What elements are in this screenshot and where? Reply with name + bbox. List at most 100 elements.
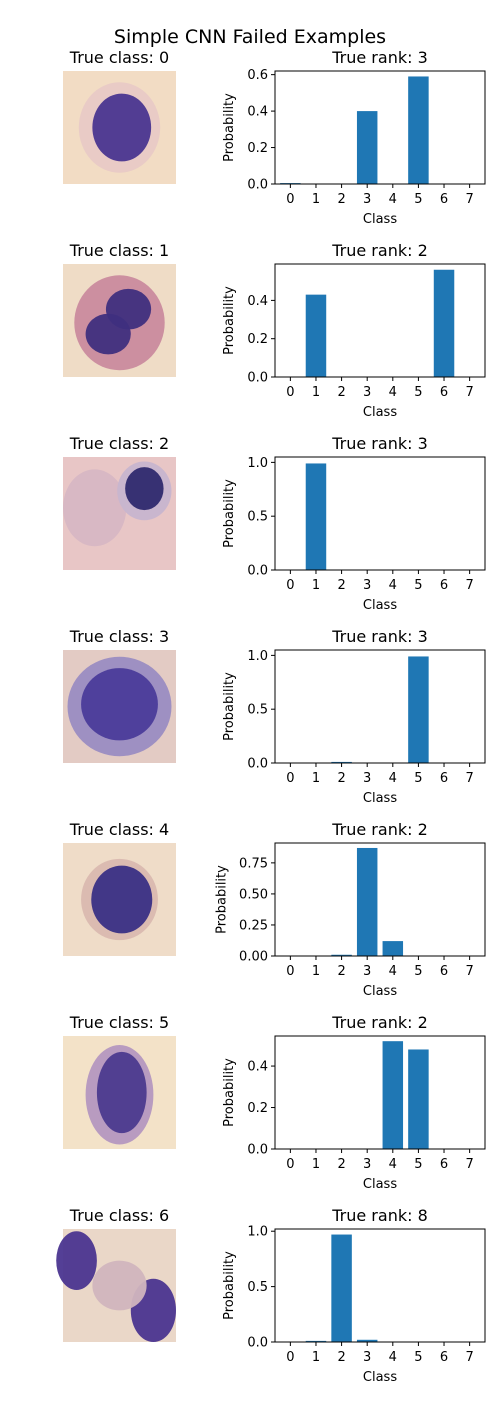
chart-frame [274, 1035, 486, 1150]
cell-image [63, 264, 176, 377]
x-tick-label: 4 [389, 1350, 397, 1365]
y-tick-label: 0.0 [247, 1336, 268, 1351]
x-tick-label: 2 [337, 385, 345, 400]
x-tick-label: 5 [414, 385, 422, 400]
chart-frame [274, 70, 486, 185]
cell-image [63, 650, 176, 763]
y-axis-label: Probability [222, 1058, 237, 1127]
x-tick-label: 2 [337, 578, 345, 593]
x-tick-label: 1 [312, 1157, 320, 1172]
x-axis-label: Class [363, 212, 397, 227]
x-tick-label: 2 [337, 1350, 345, 1365]
y-axis-label: Probability [222, 286, 237, 355]
bar-class-5 [408, 1049, 429, 1149]
x-axis-label: Class [363, 405, 397, 420]
bar-class-1 [305, 294, 327, 377]
bar-class-6 [433, 269, 455, 377]
bar-class-1 [305, 1340, 327, 1342]
row-0: True class: 0 True rank: 3 0 1 2 3 4 5 6 7 0.0 0.2 0… [63, 48, 486, 227]
image-title: True class: 3 [69, 627, 169, 646]
image-title: True class: 6 [69, 1206, 169, 1225]
chart-title: True rank: 8 [331, 1206, 428, 1225]
x-tick-label: 5 [414, 771, 422, 786]
x-tick-label: 1 [312, 578, 320, 593]
x-tick-label: 4 [389, 385, 397, 400]
chart-title: True rank: 3 [331, 627, 428, 646]
bar-class-5 [408, 76, 429, 184]
x-tick-label: 2 [337, 192, 345, 207]
x-tick-label: 2 [337, 1157, 345, 1172]
y-tick-label: 0.2 [247, 332, 268, 347]
x-tick-label: 4 [389, 578, 397, 593]
x-tick-label: 3 [363, 192, 371, 207]
cell-image [56, 1229, 176, 1342]
cell-shape [63, 469, 127, 547]
row-1: True class: 1 True rank: 2 0 1 2 3 4 5 6 7 0.0 0.2 0… [63, 241, 486, 420]
y-axis-label: Probability [222, 1251, 237, 1320]
x-tick-label: 3 [363, 1350, 371, 1365]
chart-title: True rank: 2 [331, 1013, 428, 1032]
bar-class-3 [356, 111, 378, 184]
x-tick-label: 0 [286, 1350, 294, 1365]
bar-class-2 [331, 954, 352, 956]
bar-class-3 [356, 1339, 378, 1342]
y-axis-label: Probability [215, 865, 230, 934]
row-5: True class: 5 True rank: 2 0 1 2 3 4 5 6 7 0.0 0.2 0… [63, 1013, 486, 1192]
chart-frame [274, 1228, 486, 1343]
x-tick-label: 5 [414, 1350, 422, 1365]
cell-shape [92, 93, 152, 162]
x-axis-label: Class [363, 1177, 397, 1192]
x-tick-label: 6 [440, 1157, 448, 1172]
row-4: True class: 4 True rank: 2 0 1 2 3 4 5 6 7 0.00 0.2… [63, 820, 486, 999]
y-tick-label: 0.25 [239, 918, 268, 933]
y-tick-label: 0.5 [247, 1280, 268, 1295]
cell-shape [56, 1231, 97, 1291]
x-tick-label: 7 [465, 385, 473, 400]
x-tick-label: 4 [389, 771, 397, 786]
x-tick-label: 7 [465, 1157, 473, 1172]
y-tick-label: 0.4 [247, 1060, 268, 1075]
image-title: True class: 0 [69, 48, 169, 67]
x-axis-label: Class [363, 598, 397, 613]
x-tick-label: 1 [312, 192, 320, 207]
bar-class-4 [382, 941, 404, 956]
x-tick-label: 1 [312, 964, 320, 979]
chart-frame [274, 263, 486, 378]
row-6: True class: 6 True rank: 8 0 1 2 3 4 5 6 7 0.0 0.5 1… [56, 1206, 486, 1385]
x-tick-label: 6 [440, 578, 448, 593]
cell-image [63, 843, 176, 956]
figure-title: Simple CNN Failed Examples [114, 26, 386, 48]
x-tick-label: 3 [363, 964, 371, 979]
y-tick-label: 0.4 [247, 105, 268, 120]
x-tick-label: 4 [389, 964, 397, 979]
cell-image [63, 71, 176, 184]
x-tick-label: 3 [363, 1157, 371, 1172]
x-tick-label: 5 [414, 964, 422, 979]
x-tick-label: 6 [440, 385, 448, 400]
x-tick-label: 6 [440, 771, 448, 786]
x-tick-label: 4 [389, 1157, 397, 1172]
y-tick-label: 0.2 [247, 1101, 268, 1116]
x-tick-label: 0 [286, 771, 294, 786]
cell-shape [96, 1051, 147, 1134]
row-2: True class: 2 True rank: 3 0 1 2 3 4 5 6 7 0.0 0.5 1… [63, 434, 486, 613]
x-tick-label: 4 [389, 192, 397, 207]
chart-title: True rank: 2 [331, 820, 428, 839]
y-tick-label: 0.0 [247, 757, 268, 772]
bar-class-2 [331, 1234, 352, 1342]
x-axis-label: Class [363, 791, 397, 806]
x-tick-label: 6 [440, 1350, 448, 1365]
x-tick-label: 5 [414, 192, 422, 207]
bar-class-2 [331, 761, 352, 763]
cell-image [63, 457, 176, 570]
cell-shape [125, 467, 164, 511]
y-tick-label: 0.0 [247, 564, 268, 579]
chart-title: True rank: 3 [331, 48, 428, 67]
chart-frame [274, 456, 486, 571]
y-tick-label: 1.0 [247, 649, 268, 664]
y-tick-label: 0.2 [247, 141, 268, 156]
x-tick-label: 3 [363, 578, 371, 593]
y-tick-label: 0.5 [247, 703, 268, 718]
y-tick-label: 0.50 [239, 887, 268, 902]
